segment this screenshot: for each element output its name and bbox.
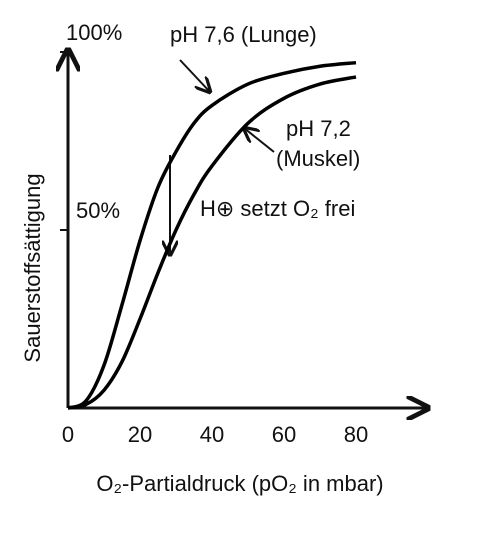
y-tick-label: 50% [76, 198, 120, 223]
y-axis-label: Sauerstoffsättigung [20, 173, 45, 362]
x-axis-label: O₂-Partialdruck (pO₂ in mbar) [96, 471, 383, 496]
annotation: (Muskel) [276, 146, 360, 171]
x-tick-label: 80 [344, 422, 368, 447]
curve [67, 75, 357, 410]
annotation: pH 7,6 (Lunge) [170, 22, 317, 47]
y-tick-label: 100% [66, 20, 122, 45]
x-tick-label: 60 [272, 422, 296, 447]
curve [67, 60, 357, 410]
annotation: pH 7,2 [286, 116, 351, 141]
annotation-arrow [179, 59, 210, 92]
x-tick-label: 0 [62, 422, 74, 447]
annotation-arrow [244, 128, 275, 153]
x-tick-label: 20 [128, 422, 152, 447]
x-tick-label: 40 [200, 422, 224, 447]
annotation: H⊕ setzt O₂ frei [200, 196, 355, 221]
